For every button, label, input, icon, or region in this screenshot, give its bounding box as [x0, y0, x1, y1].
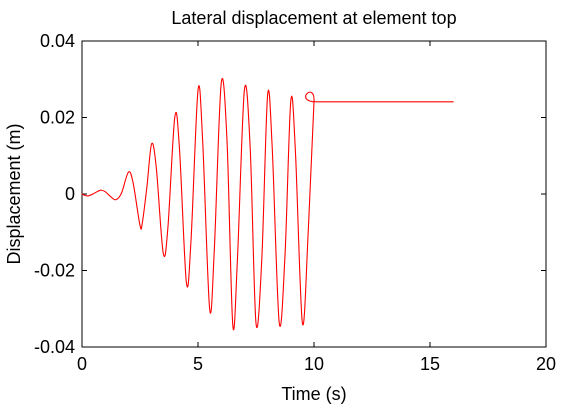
tick-marks: [81, 40, 547, 348]
y-axis-label: Displacement (m): [4, 123, 24, 264]
x-tick-label: 0: [77, 354, 87, 374]
x-tick-label: 20: [536, 354, 556, 374]
x-tick-label: 5: [193, 354, 203, 374]
y-tick-label: 0: [65, 184, 75, 204]
series-line-displacement: [81, 77, 454, 331]
y-tick-label: -0.02: [34, 261, 75, 281]
x-tick-label: 15: [420, 354, 440, 374]
tick-labels: 0 5 10 15 20 -0.04 -0.02 0 0.02 0.04: [34, 31, 556, 374]
x-axis-label: Time (s): [281, 384, 346, 404]
plot-frame: [81, 40, 547, 348]
x-tick-label: 10: [304, 354, 324, 374]
y-tick-label: 0.02: [40, 108, 75, 128]
plot-area: 0 5 10 15 20 -0.04 -0.02 0 0.02 0.04: [34, 31, 556, 374]
chart-title: Lateral displacement at element top: [171, 8, 456, 28]
y-tick-label: 0.04: [40, 31, 75, 51]
y-tick-label: -0.04: [34, 337, 75, 357]
